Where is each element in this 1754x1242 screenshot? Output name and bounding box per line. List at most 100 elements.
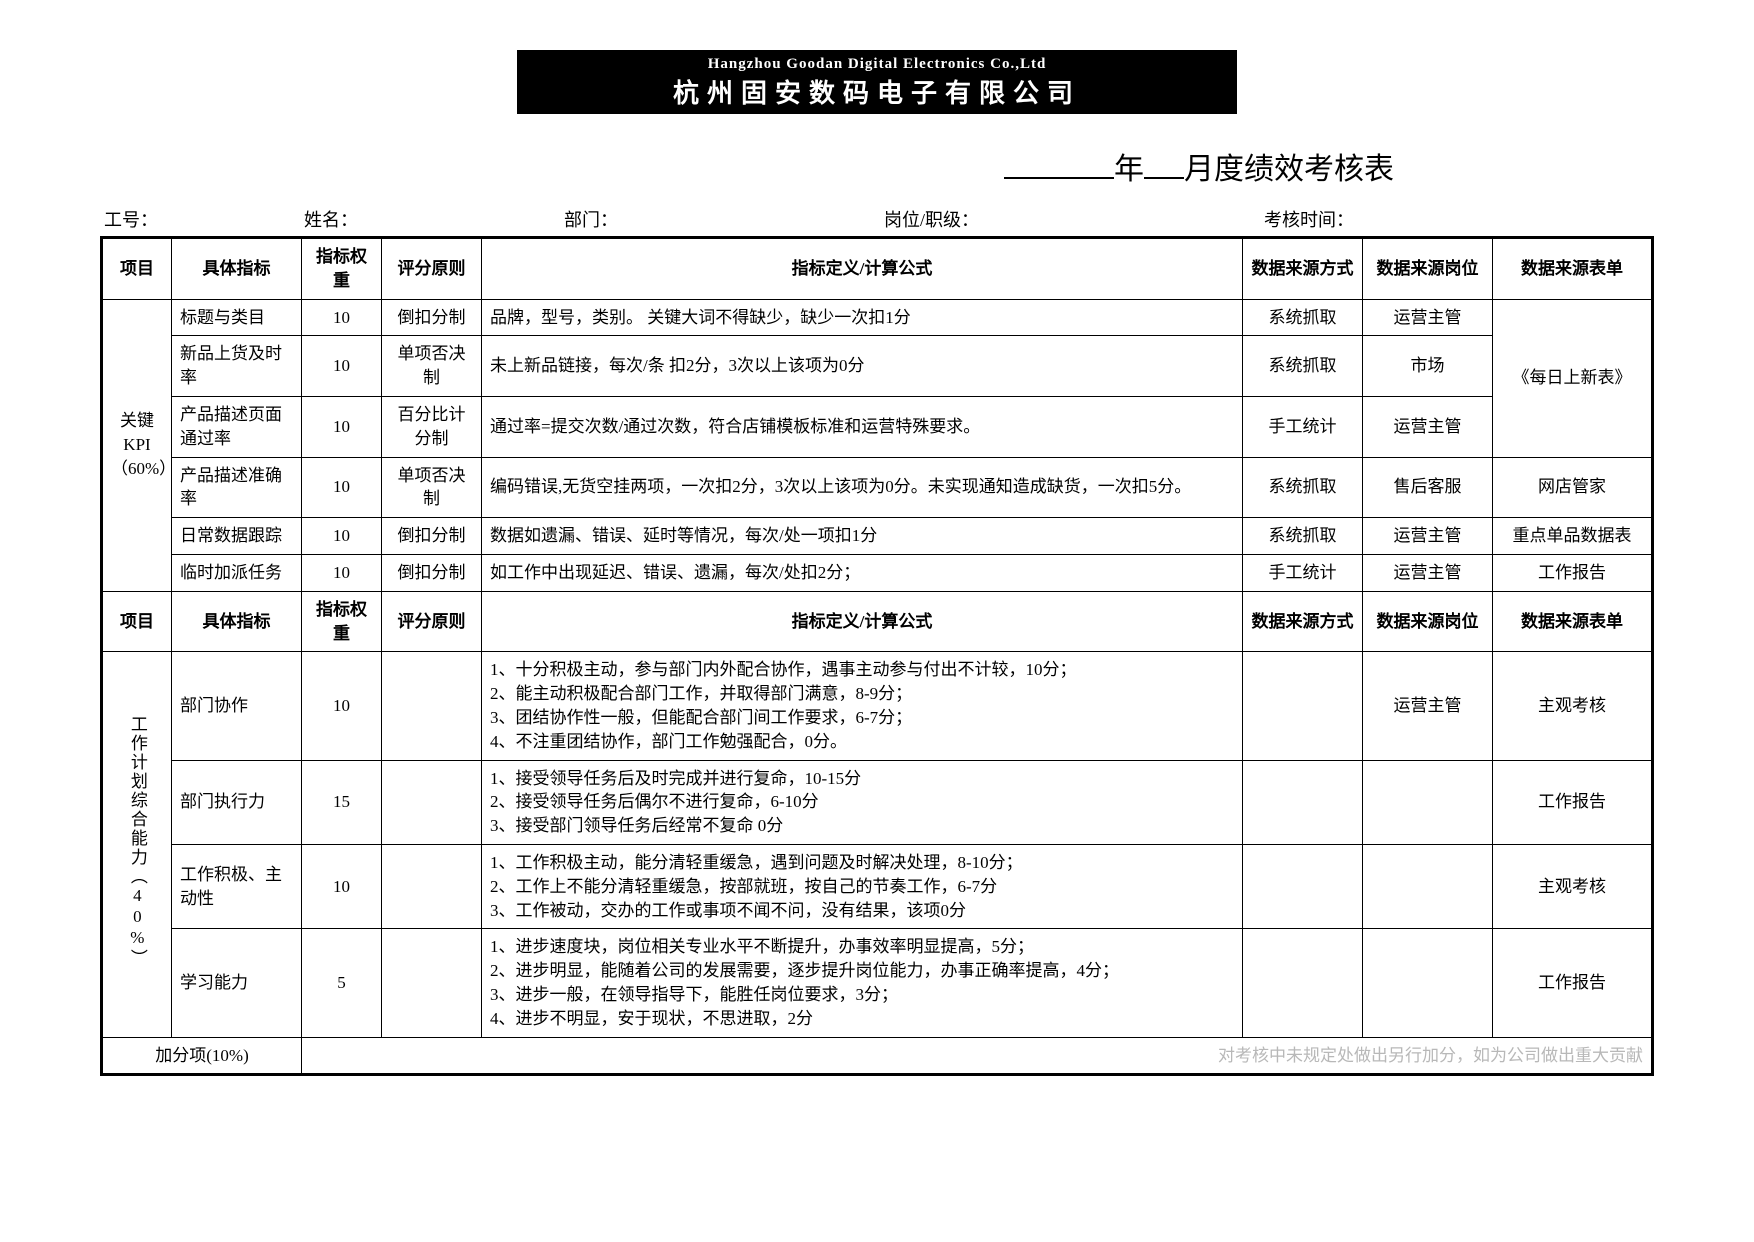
s1-row: 关键KPI（60%） 标题与类目 10 倒扣分制 品牌，型号，类别。 关键大词不… [102,299,1653,336]
cell-definition: 1、工作积极主动，能分清轻重缓急，遇到问题及时解决处理，8-10分； 2、工作上… [482,844,1243,928]
cell-srcform: 工作报告 [1493,554,1653,591]
bonus-note: 对考核中未规定处做出另行加分，如为公司做出重大贡献 [302,1037,1653,1075]
cell-definition: 1、接受领导任务后及时完成并进行复命，10-15分 2、接受领导任务后偶尔不进行… [482,760,1243,844]
h-indicator: 具体指标 [172,591,302,652]
cell-srcmethod: 系统抓取 [1243,299,1363,336]
h-project: 项目 [102,238,172,300]
company-banner: Hangzhou Goodan Digital Electronics Co.,… [517,50,1237,114]
cell-definition: 1、进步速度块，岗位相关专业水平不断提升，办事效率明显提高，5分； 2、进步明显… [482,929,1243,1037]
month-blank[interactable] [1144,153,1184,179]
cell-srcmethod [1243,844,1363,928]
cell-indicator: 工作积极、主动性 [172,844,302,928]
cell-srcpost [1363,844,1493,928]
cell-srcpost: 运营主管 [1363,299,1493,336]
h-srcmethod: 数据来源方式 [1243,238,1363,300]
meta-dept: 部门： [564,206,884,232]
header-row-1: 项目 具体指标 指标权重 评分原则 指标定义/计算公式 数据来源方式 数据来源岗… [102,238,1653,300]
cell-indicator: 标题与类目 [172,299,302,336]
cell-srcmethod: 系统抓取 [1243,336,1363,397]
cell-indicator: 学习能力 [172,929,302,1037]
meta-evaltime: 考核时间： [1264,206,1650,232]
h-principle: 评分原则 [382,238,482,300]
cell-weight: 10 [302,457,382,518]
cell-definition: 数据如遗漏、错误、延时等情况，每次/处一项扣1分 [482,518,1243,555]
header-row-2: 项目 具体指标 指标权重 评分原则 指标定义/计算公式 数据来源方式 数据来源岗… [102,591,1653,652]
cell-srcmethod: 系统抓取 [1243,518,1363,555]
s1-name: 关键KPI（60%） [102,299,172,591]
s2-row: 学习能力 5 1、进步速度块，岗位相关专业水平不断提升，办事效率明显提高，5分；… [102,929,1653,1037]
cell-indicator: 产品描述准确率 [172,457,302,518]
h-definition: 指标定义/计算公式 [482,591,1243,652]
h-srcform: 数据来源表单 [1493,591,1653,652]
cell-weight: 5 [302,929,382,1037]
h-srcmethod: 数据来源方式 [1243,591,1363,652]
h-indicator: 具体指标 [172,238,302,300]
banner-cn: 杭州固安数码电子有限公司 [517,73,1237,110]
kpi-table: 项目 具体指标 指标权重 评分原则 指标定义/计算公式 数据来源方式 数据来源岗… [100,236,1654,1076]
h-weight: 指标权重 [302,591,382,652]
h-weight: 指标权重 [302,238,382,300]
meta-empno: 工号： [104,206,304,232]
cell-indicator: 临时加派任务 [172,554,302,591]
s1-row: 产品描述准确率 10 单项否决制 编码错误,无货空挂两项，一次扣2分，3次以上该… [102,457,1653,518]
cell-srcpost: 运营主管 [1363,518,1493,555]
h-principle: 评分原则 [382,591,482,652]
cell-weight: 10 [302,844,382,928]
cell-srcform: 工作报告 [1493,929,1653,1037]
cell-srcpost: 市场 [1363,336,1493,397]
year-blank[interactable] [1004,153,1114,179]
cell-principle [382,652,482,760]
cell-srcpost: 运营主管 [1363,652,1493,760]
cell-srcform: 主观考核 [1493,844,1653,928]
cell-srcmethod [1243,929,1363,1037]
cell-principle: 倒扣分制 [382,518,482,555]
cell-weight: 10 [302,396,382,457]
cell-weight: 15 [302,760,382,844]
cell-srcform: 重点单品数据表 [1493,518,1653,555]
cell-srcmethod: 手工统计 [1243,554,1363,591]
cell-definition: 1、十分积极主动，参与部门内外配合协作，遇事主动参与付出不计较，10分； 2、能… [482,652,1243,760]
cell-principle: 百分比计分制 [382,396,482,457]
cell-indicator: 部门协作 [172,652,302,760]
h-srcpost: 数据来源岗位 [1363,238,1493,300]
s1-row: 临时加派任务 10 倒扣分制 如工作中出现延迟、错误、遗漏，每次/处扣2分； 手… [102,554,1653,591]
cell-weight: 10 [302,554,382,591]
s2-row: 工作计划综合能力（40%） 部门协作 10 1、十分积极主动，参与部门内外配合协… [102,652,1653,760]
cell-srcmethod: 手工统计 [1243,396,1363,457]
meta-position: 岗位/职级： [884,206,1264,232]
cell-definition: 如工作中出现延迟、错误、遗漏，每次/处扣2分； [482,554,1243,591]
s1-row: 新品上货及时率 10 单项否决制 未上新品链接，每次/条 扣2分，3次以上该项为… [102,336,1653,397]
cell-srcpost: 售后客服 [1363,457,1493,518]
form-title: 年月度绩效考核表 [100,144,1654,188]
cell-principle: 倒扣分制 [382,299,482,336]
s1-row: 日常数据跟踪 10 倒扣分制 数据如遗漏、错误、延时等情况，每次/处一项扣1分 … [102,518,1653,555]
h-srcpost: 数据来源岗位 [1363,591,1493,652]
s1-row: 产品描述页面通过率 10 百分比计分制 通过率=提交次数/通过次数，符合店铺模板… [102,396,1653,457]
cell-principle [382,844,482,928]
meta-row: 工号： 姓名： 部门： 岗位/职级： 考核时间： [100,206,1654,232]
cell-indicator: 部门执行力 [172,760,302,844]
cell-srcform: 网店管家 [1493,457,1653,518]
cell-srcpost: 运营主管 [1363,554,1493,591]
cell-definition: 品牌，型号，类别。 关键大词不得缺少，缺少一次扣1分 [482,299,1243,336]
cell-srcmethod [1243,760,1363,844]
cell-definition: 未上新品链接，每次/条 扣2分，3次以上该项为0分 [482,336,1243,397]
cell-weight: 10 [302,518,382,555]
cell-srcpost [1363,929,1493,1037]
bonus-row: 加分项(10%) 对考核中未规定处做出另行加分，如为公司做出重大贡献 [102,1037,1653,1075]
cell-srcmethod [1243,652,1363,760]
s2-name: 工作计划综合能力（40%） [102,652,172,1037]
h-definition: 指标定义/计算公式 [482,238,1243,300]
cell-weight: 10 [302,299,382,336]
cell-weight: 10 [302,336,382,397]
cell-principle: 单项否决制 [382,457,482,518]
banner-en: Hangzhou Goodan Digital Electronics Co.,… [517,56,1237,73]
cell-srcform-merged: 《每日上新表》 [1493,299,1653,457]
cell-definition: 通过率=提交次数/通过次数，符合店铺模板标准和运营特殊要求。 [482,396,1243,457]
cell-indicator: 日常数据跟踪 [172,518,302,555]
cell-principle: 倒扣分制 [382,554,482,591]
cell-principle: 单项否决制 [382,336,482,397]
s2-row: 部门执行力 15 1、接受领导任务后及时完成并进行复命，10-15分 2、接受领… [102,760,1653,844]
h-project: 项目 [102,591,172,652]
cell-srcform: 主观考核 [1493,652,1653,760]
